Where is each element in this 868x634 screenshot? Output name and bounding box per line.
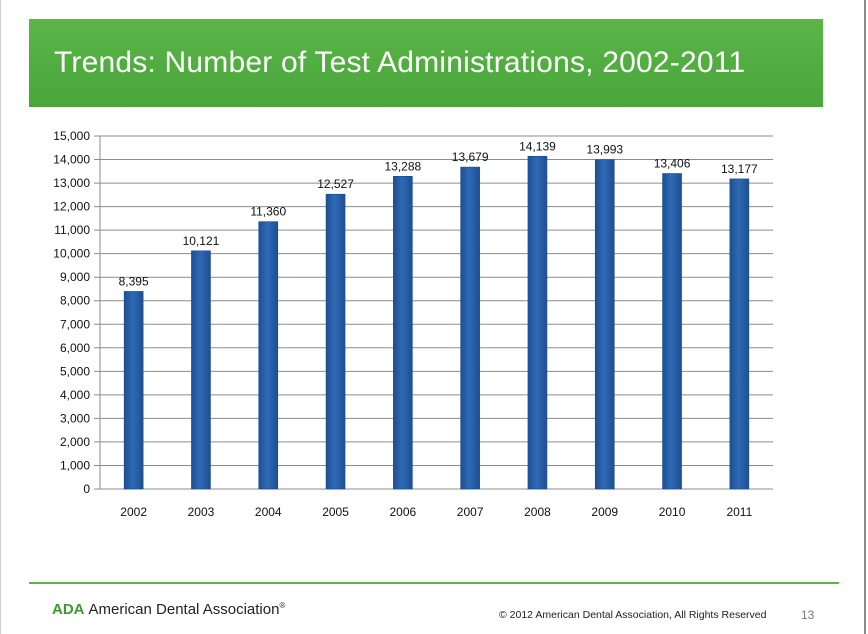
x-tick-label: 2003 xyxy=(188,505,215,519)
x-tick-label: 2007 xyxy=(457,505,484,519)
y-tick-label: 5,000 xyxy=(60,364,90,378)
data-label: 8,395 xyxy=(119,274,149,288)
bar-2008 xyxy=(527,155,548,490)
y-tick-label: 6,000 xyxy=(60,341,90,355)
bar-2009 xyxy=(594,159,615,490)
logo-name: American Dental Association xyxy=(88,601,280,618)
y-tick-label: 15,000 xyxy=(53,129,90,143)
bar-2011 xyxy=(729,178,750,490)
y-tick-label: 10,000 xyxy=(53,247,90,261)
y-tick-label: 1,000 xyxy=(60,458,90,472)
bar-2005 xyxy=(325,193,346,490)
y-tick-label: 3,000 xyxy=(60,411,90,425)
y-tick-label: 13,000 xyxy=(53,176,90,190)
y-tick-label: 7,000 xyxy=(60,317,90,331)
data-label: 13,406 xyxy=(654,157,691,171)
slide-title: Trends: Number of Test Administrations, … xyxy=(54,46,746,79)
data-label: 13,288 xyxy=(384,159,421,173)
page-number: 13 xyxy=(801,608,815,622)
y-tick-label: 14,000 xyxy=(53,153,90,167)
data-label: 12,527 xyxy=(317,177,354,191)
x-tick-label: 2006 xyxy=(389,505,416,519)
copyright-text: © 2012 American Dental Association, All … xyxy=(499,609,767,621)
data-label: 13,679 xyxy=(452,150,489,164)
x-tick-label: 2005 xyxy=(322,505,349,519)
bar-2004 xyxy=(258,221,279,490)
bar-2002 xyxy=(123,291,144,490)
logo-registered-mark: ® xyxy=(279,601,286,610)
bar-2003 xyxy=(191,250,211,490)
slide-left-edge xyxy=(0,0,1,634)
data-label: 14,139 xyxy=(519,139,556,153)
y-tick-label: 9,000 xyxy=(60,270,90,284)
data-label: 11,360 xyxy=(250,205,286,219)
logo-abbreviation: ADA xyxy=(52,601,85,618)
bars-layer xyxy=(123,155,750,490)
data-label: 10,121 xyxy=(183,234,220,248)
x-tick-label: 2002 xyxy=(120,505,147,519)
data-label: 13,993 xyxy=(586,143,623,157)
slide-right-edge xyxy=(864,0,866,634)
y-tick-label: 0 xyxy=(83,482,90,496)
ada-logo: ADA American Dental Association® xyxy=(52,601,285,618)
x-tick-label: 2011 xyxy=(726,505,752,519)
y-tick-label: 2,000 xyxy=(60,435,90,449)
labels-layer: 0 1,000 2,000 3,000 4,000 5,000 6,000 7,000 8,00… xyxy=(53,129,758,519)
y-tick-label: 12,000 xyxy=(53,200,90,214)
x-tick-label: 2010 xyxy=(659,505,686,519)
y-tick-label: 8,000 xyxy=(60,294,90,308)
footer-rule xyxy=(29,582,839,584)
y-tick-label: 4,000 xyxy=(60,388,90,402)
y-tick-label: 11,000 xyxy=(54,223,90,237)
data-label: 13,177 xyxy=(721,162,758,176)
bar-2006 xyxy=(393,175,413,490)
x-tick-label: 2008 xyxy=(524,505,551,519)
x-tick-label: 2004 xyxy=(255,505,282,519)
bar-chart: 0 1,000 2,000 3,000 4,000 5,000 6,000 7,000 8,00… xyxy=(53,129,773,519)
x-tick-label: 2009 xyxy=(591,505,618,519)
bar-2010 xyxy=(662,173,682,490)
title-bar xyxy=(29,19,823,107)
bar-2007 xyxy=(460,166,480,490)
